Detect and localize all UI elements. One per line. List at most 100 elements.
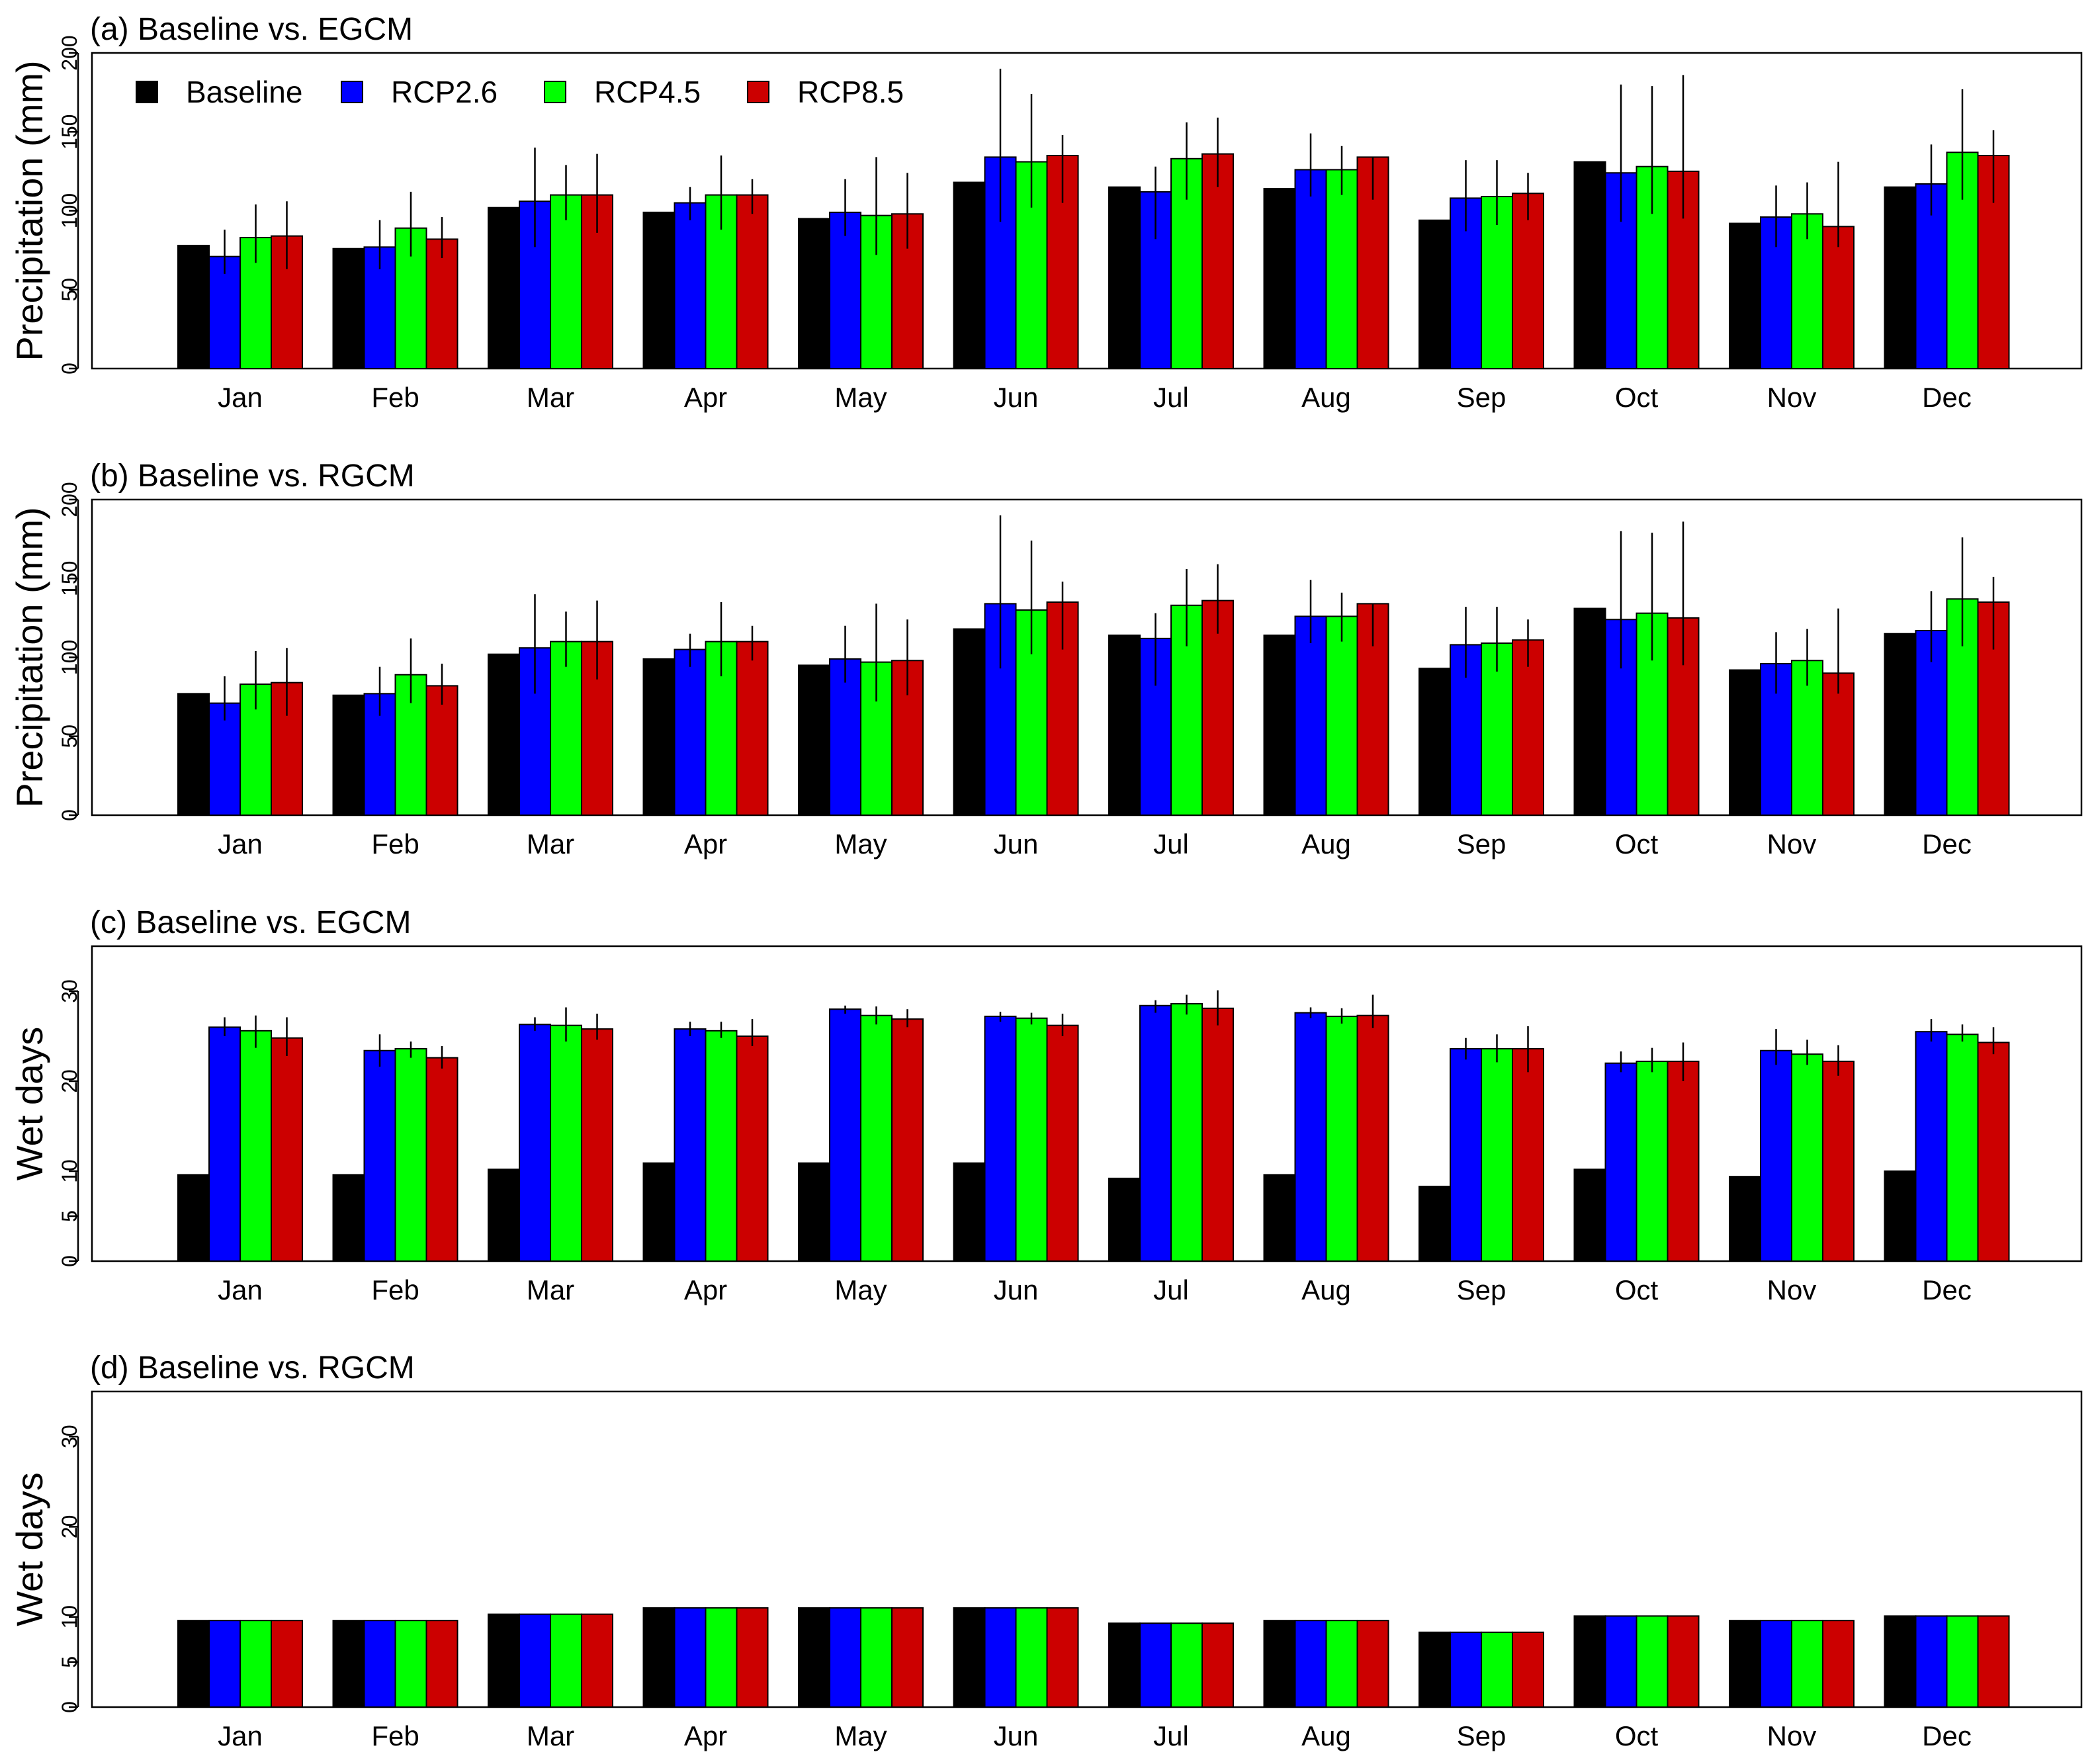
x-tick-label: Dec [1922,382,1972,413]
bar-rcp26-sep [1450,644,1482,816]
bar-rcp45-may [860,1014,893,1262]
bar-rcp85-dec [1977,1041,2010,1262]
y-tick-label: 20 [58,1515,81,1539]
x-tick-label: Aug [1301,828,1351,860]
x-tick-label: Dec [1922,1274,1972,1305]
plot-frame [91,1390,2083,1708]
bar-rcp45-nov [1791,1620,1823,1708]
bar-baseline-dec [1884,1170,1917,1262]
bar-baseline-mar [488,653,520,816]
bar-rcp85-sep [1512,1048,1544,1262]
bar-baseline-may [798,218,830,369]
x-tick-label: Apr [684,828,727,860]
y-tick-label: 100 [58,640,81,675]
bar-rcp45-nov [1791,660,1823,816]
x-tick-label: May [834,828,887,860]
panel-title: (b) Baseline vs. RGCM [90,459,415,494]
bar-rcp26-jun [984,1016,1017,1262]
bar-baseline-apr [642,211,676,370]
y-tick-label: 20 [58,1069,81,1093]
x-tick-label: Feb [371,1274,419,1305]
bar-rcp26-may [829,1607,861,1708]
y-tick-label: 10 [58,1159,81,1183]
x-tick-label: Nov [1767,382,1817,413]
bar-baseline-aug [1263,635,1296,816]
bar-rcp85-mar [581,1613,613,1708]
bar-baseline-apr [642,658,676,816]
x-tick-label: May [834,1274,887,1305]
bar-rcp85-nov [1822,226,1855,369]
x-tick-label: Jul [1153,382,1189,413]
x-tick-label: Oct [1615,828,1659,860]
panel-c: (c) Baseline vs. EGCM Wet days 0 5 10 20 30 Jan… [9,905,2083,1305]
bar-rcp85-oct [1667,1615,1700,1708]
bar-rcp26-sep [1450,1048,1482,1262]
bar-rcp85-aug [1356,1620,1389,1708]
bar-baseline-jun [953,1607,986,1708]
bar-rcp45-mar [550,1024,582,1262]
bar-rcp26-feb [363,1049,396,1262]
y-tick-label: 0 [58,363,81,375]
panel-title: (a) Baseline vs. EGCM [90,12,413,47]
bar-rcp45-mar [550,194,582,369]
bar-rcp45-jan [240,1620,272,1708]
bar-rcp45-jan [240,684,272,816]
bar-baseline-may [798,1607,830,1708]
bar-baseline-mar [488,1169,520,1262]
bar-rcp26-aug [1294,1012,1327,1262]
x-tick-label: Apr [684,1720,727,1751]
bar-rcp85-sep [1512,193,1544,369]
bar-rcp85-feb [425,1620,459,1708]
bar-rcp45-aug [1325,1620,1358,1708]
bar-baseline-aug [1263,188,1296,369]
x-tick-label: Oct [1615,382,1659,413]
bar-rcp45-sep [1481,1048,1513,1262]
x-tick-label: Nov [1767,828,1817,860]
panel-title: (d) Baseline vs. RGCM [90,1350,415,1386]
x-tick-label: Jul [1153,1720,1189,1751]
bar-baseline-sep [1419,1631,1451,1708]
plot-frame [91,52,2083,370]
bar-rcp45-sep [1481,1631,1513,1708]
bar-baseline-jan [177,244,210,369]
y-axis-label: Precipitation (mm) [9,60,50,361]
x-tick-label: Dec [1922,1720,1972,1751]
bar-baseline-apr [642,1162,676,1262]
bar-baseline-may [798,664,830,816]
bar-baseline-may [798,1162,830,1262]
bar-rcp45-aug [1325,1016,1358,1262]
legend-label: RCP4.5 [594,75,701,109]
bar-rcp85-nov [1822,1620,1855,1708]
bar-baseline-oct [1573,607,1606,816]
y-tick-label: 30 [58,979,81,1003]
x-tick-label: Mar [527,382,574,413]
bar-rcp45-dec [1946,1034,1979,1262]
x-tick-label: Mar [527,1274,574,1305]
bar-rcp85-apr [736,194,769,369]
bar-baseline-mar [488,1613,520,1708]
bar-rcp45-apr [705,1607,738,1708]
bar-baseline-sep [1419,668,1451,816]
plot-frame [91,945,2083,1262]
bar-rcp26-dec [1915,1615,1948,1708]
x-tick-label: Apr [684,382,727,413]
bar-baseline-feb [332,694,365,816]
bar-baseline-nov [1729,669,1761,816]
bar-rcp26-oct [1604,1062,1638,1262]
bar-rcp26-aug [1294,1620,1327,1708]
x-tick-label: Jun [994,828,1039,860]
bar-rcp45-may [860,1607,893,1708]
x-tick-label: Jul [1153,1274,1189,1305]
bar-rcp85-feb [425,238,459,369]
bar-baseline-jul [1108,186,1141,369]
x-tick-label: Jan [218,382,263,413]
x-tick-label: Aug [1301,1720,1351,1751]
y-tick-label: 100 [58,193,81,228]
bar-rcp26-dec [1915,1031,1948,1262]
bar-baseline-dec [1884,633,1917,816]
bar-baseline-oct [1573,1615,1606,1708]
x-tick-label: Aug [1301,1274,1351,1305]
bar-rcp26-apr [674,1607,707,1708]
bar-rcp45-feb [394,1620,427,1708]
